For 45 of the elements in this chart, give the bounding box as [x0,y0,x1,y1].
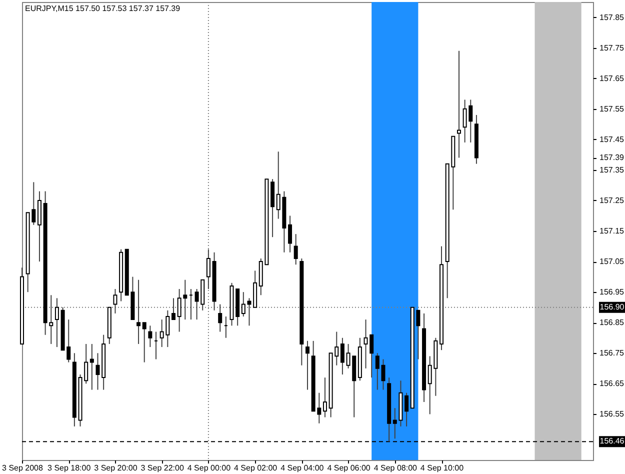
candlestick [90,343,94,390]
y-tick-label: 156.65 [600,379,625,388]
candlestick [288,215,292,253]
candlestick [96,352,100,390]
x-tick-label: 4 Sep 04:00 [280,464,324,472]
candlestick [294,234,298,266]
candlestick [206,248,210,290]
x-tick-label: 3 Sep 22:00 [140,464,184,472]
x-tick-label: 4 Sep 10:00 [420,464,464,472]
candlestick [148,325,152,348]
y-tick-label: 157.05 [600,257,625,266]
x-tick-label: 3 Sep 2008 [2,464,44,472]
candlestick [218,304,222,332]
candlestick [340,337,344,376]
y-tick-label: 156.85 [600,318,625,328]
y-tick-label: 157.35 [600,165,625,174]
x-tick-label: 4 Sep 00:00 [187,464,232,472]
y-tick-label: 157.25 [600,196,625,205]
y-tick-label: 157.45 [600,134,625,144]
y-tick-label: 156.75 [600,348,625,358]
y-tick-label: 157.65 [600,74,625,83]
y-tick-label: 156.95 [600,288,625,297]
x-tick-label: 3 Sep 18:00 [48,464,92,472]
x-tick-label: 4 Sep 06:00 [327,464,371,472]
candlestick [54,298,59,348]
ref-line-label: 156.46 [600,436,625,446]
ref-line-label: 156.90 [600,302,625,312]
y-tick-label: 156.55 [600,410,625,419]
candlestick [136,279,141,344]
y-tick-label: 157.39 [600,153,625,162]
y-tick-label: 157.75 [600,43,625,52]
chart-title: EURJPY,M15 157.50 157.53 157.37 157.39 [25,4,181,13]
y-tick-label: 157.85 [600,12,625,22]
candlestick [306,340,310,390]
y-tick-label: 157.55 [600,104,625,114]
candlestick [142,322,146,363]
candlestick [404,392,409,427]
candlestick [113,288,118,314]
candlestick [322,377,327,418]
x-tick-label: 4 Sep 08:00 [374,464,418,472]
x-tick-label: 3 Sep 20:00 [94,464,138,472]
x-tick-label: 4 Sep 02:00 [234,464,278,472]
candlestick [456,50,461,158]
y-tick-label: 157.15 [600,226,625,236]
candlestick [171,298,176,320]
